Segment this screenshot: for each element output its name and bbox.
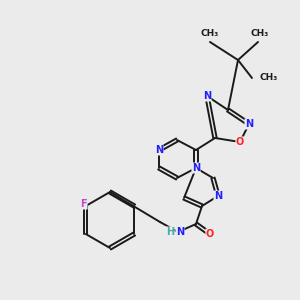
- Text: CH₃: CH₃: [201, 29, 219, 38]
- Text: N: N: [214, 191, 222, 201]
- Text: H: H: [166, 227, 174, 237]
- Text: CH₃: CH₃: [260, 74, 278, 82]
- Text: N: N: [245, 119, 253, 129]
- Text: N: N: [176, 227, 184, 237]
- Text: F: F: [80, 199, 87, 209]
- Text: N: N: [192, 163, 200, 173]
- Text: N: N: [155, 145, 163, 155]
- Text: O: O: [236, 137, 244, 147]
- Text: CH₃: CH₃: [251, 29, 269, 38]
- Text: O: O: [206, 229, 214, 239]
- Text: N: N: [203, 91, 211, 101]
